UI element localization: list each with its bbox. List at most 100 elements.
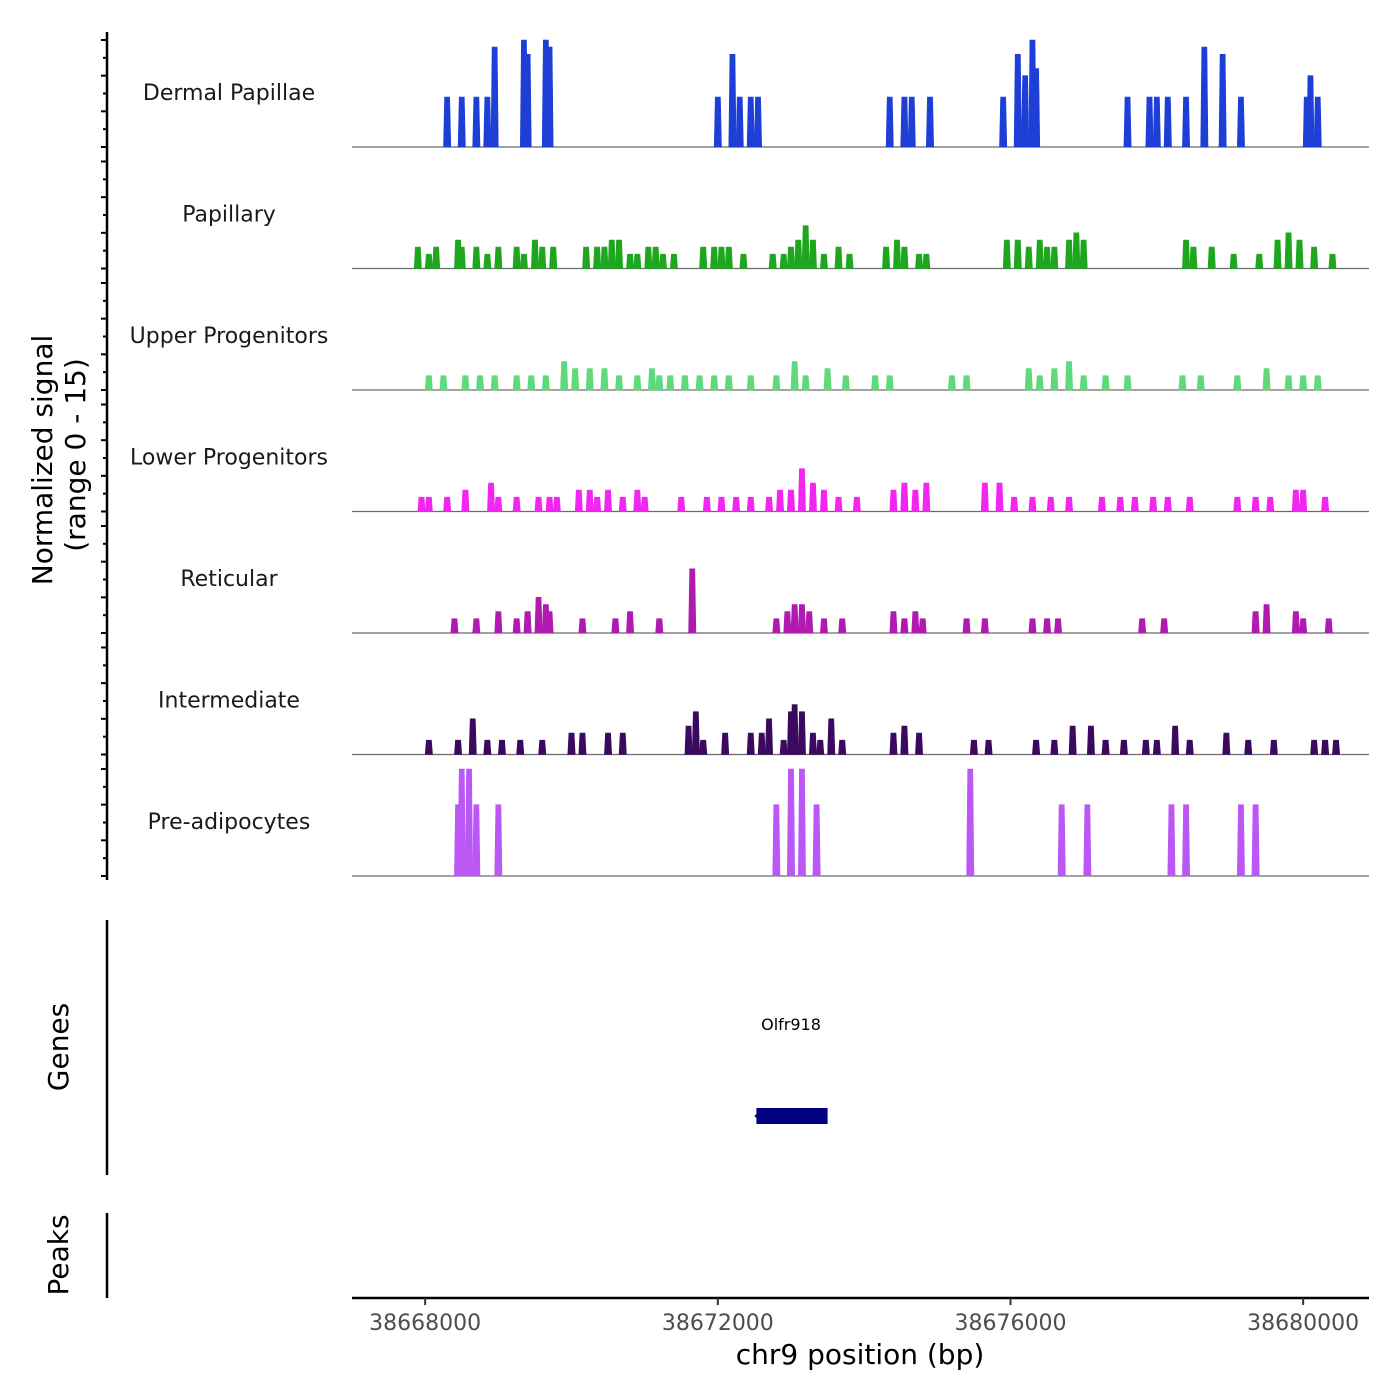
coverage-bin xyxy=(1010,496,1019,512)
coverage-bin xyxy=(713,96,722,148)
coverage-bin xyxy=(695,375,704,391)
coverage-bin xyxy=(1065,496,1074,512)
coverage-bin xyxy=(911,489,920,512)
coverage-bin xyxy=(666,375,675,391)
coverage-bin xyxy=(827,718,836,755)
coverage-bin xyxy=(1313,96,1322,148)
coverage-bin xyxy=(984,739,993,755)
coverage-bin xyxy=(1262,604,1271,634)
coverage-bin xyxy=(490,46,499,148)
coverage-bin xyxy=(922,482,931,512)
coverage-bin xyxy=(1229,253,1238,269)
coverage-bin xyxy=(483,739,492,755)
coverage-bin xyxy=(1185,739,1194,755)
coverage-bin xyxy=(443,96,452,148)
coverage-bin xyxy=(560,361,569,391)
coverage-bin xyxy=(754,96,763,148)
coverage-bin xyxy=(797,604,806,634)
coverage-bin xyxy=(772,804,781,877)
coverage-bin xyxy=(461,489,470,512)
coverage-bin xyxy=(585,368,594,391)
peaks-panel-title: Peaks xyxy=(42,1214,75,1295)
coverage-bin xyxy=(1013,53,1022,148)
coverage-bin xyxy=(633,489,642,512)
coverage-bin xyxy=(1299,375,1308,391)
coverage-bin xyxy=(1306,75,1315,148)
coverage-bin xyxy=(1043,246,1052,269)
coverage-bin xyxy=(1295,239,1304,269)
coverage-bin xyxy=(947,375,956,391)
coverage-bin xyxy=(1185,496,1194,512)
coverage-bin xyxy=(545,496,554,512)
coverage-bin xyxy=(1233,496,1242,512)
coverage-bin xyxy=(797,711,806,755)
coverage-bin xyxy=(1086,725,1095,755)
coverage-bin xyxy=(516,739,525,755)
coverage-bin xyxy=(490,375,499,391)
coverage-bin xyxy=(512,375,521,391)
track-pre-adipocytes: Pre-adipocytes xyxy=(148,768,1369,877)
coverage-bin xyxy=(1123,96,1132,148)
coverage-bin xyxy=(1149,496,1158,512)
coverage-bin xyxy=(461,375,470,391)
track-label: Dermal Papillae xyxy=(143,81,315,106)
coverage-bin xyxy=(1079,239,1088,269)
coverage-bin xyxy=(1200,46,1209,148)
coverage-bin xyxy=(845,253,854,269)
coverage-bin xyxy=(1032,68,1041,148)
track-intermediate: Intermediate xyxy=(158,689,1369,756)
coverage-bin xyxy=(1072,232,1081,269)
coverage-bin xyxy=(1207,246,1216,269)
coverage-bin xyxy=(999,96,1008,148)
coverage-bin xyxy=(552,496,561,512)
coverage-bin xyxy=(684,725,693,755)
coverage-bin xyxy=(1035,375,1044,391)
coverage-bin xyxy=(889,611,898,634)
coverage-bin xyxy=(805,611,814,634)
coverage-bin xyxy=(680,375,689,391)
coverage-bin xyxy=(1050,246,1059,269)
coverage-bin xyxy=(1119,739,1128,755)
coverage-bin xyxy=(512,246,521,269)
x-tick-label: 38676000 xyxy=(954,1311,1066,1336)
coverage-y-axis xyxy=(101,32,109,880)
coverage-bin xyxy=(746,96,755,148)
coverage-bin xyxy=(1152,96,1161,148)
x-axis-title: chr9 position (bp) xyxy=(736,1338,985,1371)
coverage-bin xyxy=(1236,96,1245,148)
coverage-bin xyxy=(439,375,448,391)
coverage-bin xyxy=(765,496,774,512)
coverage-bin xyxy=(900,725,909,755)
coverage-bin xyxy=(1123,375,1132,391)
coverage-bin xyxy=(604,489,613,512)
coverage-bin xyxy=(432,246,441,269)
coverage-bin xyxy=(893,239,902,269)
coverage-bin xyxy=(512,618,521,634)
coverage-bin xyxy=(995,482,1004,512)
coverage-bin xyxy=(677,496,686,512)
coverage-bin xyxy=(1324,618,1333,634)
coverage-bin xyxy=(819,489,828,512)
coverage-bin xyxy=(838,618,847,634)
coverage-bin xyxy=(841,375,850,391)
coverage-bin xyxy=(1068,725,1077,755)
track-label: Intermediate xyxy=(158,689,300,714)
coverage-bin xyxy=(494,611,503,634)
track-label: Lower Progenitors xyxy=(130,446,328,471)
coverage-bin xyxy=(571,368,580,391)
coverage-bin xyxy=(1196,375,1205,391)
coverage-bin xyxy=(962,618,971,634)
coverage-bin xyxy=(607,239,616,269)
coverage-bin xyxy=(900,482,909,512)
coverage-bin xyxy=(465,768,474,877)
x-axis: 38668000 38672000 38676000 38680000 xyxy=(352,1296,1369,1336)
coverage-bin xyxy=(538,246,547,269)
x-tick-label: 38672000 xyxy=(662,1311,774,1336)
coverage-bin xyxy=(472,804,481,877)
coverage-bin xyxy=(1178,375,1187,391)
coverage-bin xyxy=(702,496,711,512)
coverage-bin xyxy=(604,732,613,755)
coverage-bin xyxy=(1251,804,1260,877)
coverage-bin xyxy=(1097,496,1106,512)
genes-panel-title: Genes xyxy=(42,1003,75,1091)
